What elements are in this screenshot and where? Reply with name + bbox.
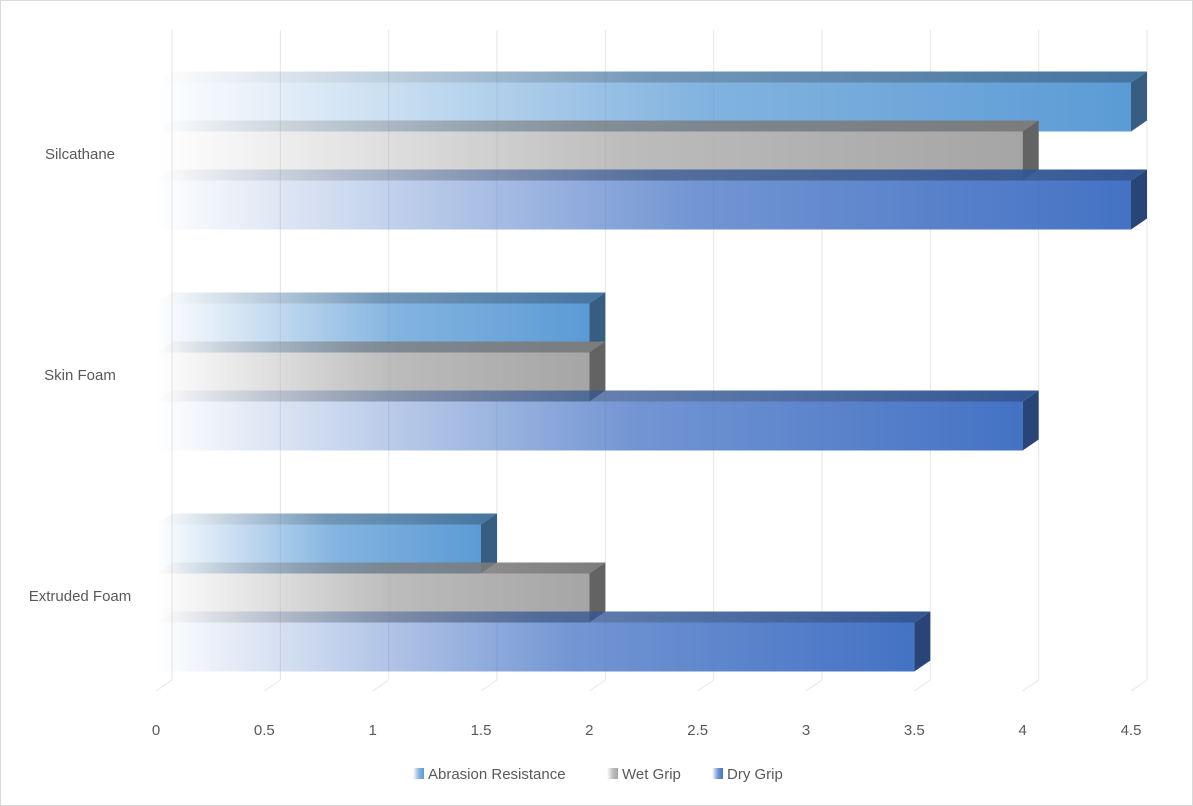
- bar-top-face: [156, 611, 931, 623]
- bar-top-face: [156, 390, 1039, 402]
- bar-top-face: [156, 120, 1039, 132]
- bar-top-face: [156, 562, 606, 574]
- bars: [156, 71, 1147, 672]
- gridline-foot: [914, 679, 931, 692]
- legend-swatch: [712, 768, 723, 779]
- x-tick-label: 1.5: [471, 722, 492, 739]
- bar-top-face: [156, 292, 606, 304]
- category-labels: Extruded Foam Skin Foam Silcathane: [29, 146, 132, 605]
- bar-dry-grip: [156, 611, 931, 672]
- bar-front-face: [156, 401, 1023, 451]
- gridline-foot: [589, 679, 606, 692]
- category-label: Extruded Foam: [29, 588, 132, 605]
- bar-side-face: [1022, 120, 1039, 181]
- gridline-foot: [1130, 679, 1148, 692]
- x-tick-label: 1: [368, 722, 376, 739]
- category-label: Skin Foam: [44, 367, 116, 384]
- x-tick-label: 0: [152, 722, 160, 739]
- bar-side-face: [1131, 169, 1147, 230]
- legend-label: Abrasion Resistance: [428, 766, 566, 783]
- bar-top-face: [156, 341, 606, 353]
- gridline-foot: [480, 679, 498, 692]
- gridline-foot: [1022, 679, 1039, 692]
- bar-top-face: [156, 169, 1147, 181]
- bar-top-face: [156, 71, 1147, 83]
- bar-side-face: [481, 513, 497, 574]
- bar-front-face: [156, 180, 1131, 230]
- x-tick-label: 4: [1018, 722, 1026, 739]
- bar-side-face: [589, 562, 606, 623]
- bar-dry-grip: [156, 390, 1039, 451]
- category-label: Silcathane: [45, 146, 115, 163]
- legend-label: Dry Grip: [727, 766, 783, 783]
- legend-item[interactable]: Abrasion Resistance: [413, 766, 566, 783]
- legend-swatch: [413, 768, 424, 779]
- x-tick-label: 3: [802, 722, 810, 739]
- bar-side-face: [914, 611, 931, 672]
- gridline-foot: [805, 679, 823, 692]
- legend-swatch: [607, 768, 618, 779]
- bar-dry-grip: [156, 169, 1147, 230]
- legend: Abrasion Resistance Wet Grip Dry Grip: [413, 766, 783, 783]
- x-tick-label: 2: [585, 722, 593, 739]
- x-tick-label: 0.5: [254, 722, 275, 739]
- bar-front-face: [156, 622, 915, 672]
- gridline-foot: [264, 679, 281, 692]
- x-tick-label: 2.5: [687, 722, 708, 739]
- bar-side-face: [589, 341, 606, 402]
- legend-item[interactable]: Wet Grip: [607, 766, 681, 783]
- bar-side-face: [1131, 71, 1147, 132]
- gridline-foot: [372, 679, 389, 692]
- gridline-foot: [155, 679, 173, 692]
- bar-side-face: [1022, 390, 1039, 451]
- bar-top-face: [156, 513, 497, 525]
- legend-item[interactable]: Dry Grip: [712, 766, 783, 783]
- x-tick-label: 4.5: [1121, 722, 1142, 739]
- legend-label: Wet Grip: [622, 766, 681, 783]
- x-axis-ticks: 0 0.5 1 1.5 2 2.5 3 3.5 4 4.5: [152, 722, 1142, 739]
- x-tick-label: 3.5: [904, 722, 925, 739]
- bar-side-face: [589, 292, 606, 353]
- gridline-foot: [697, 679, 714, 692]
